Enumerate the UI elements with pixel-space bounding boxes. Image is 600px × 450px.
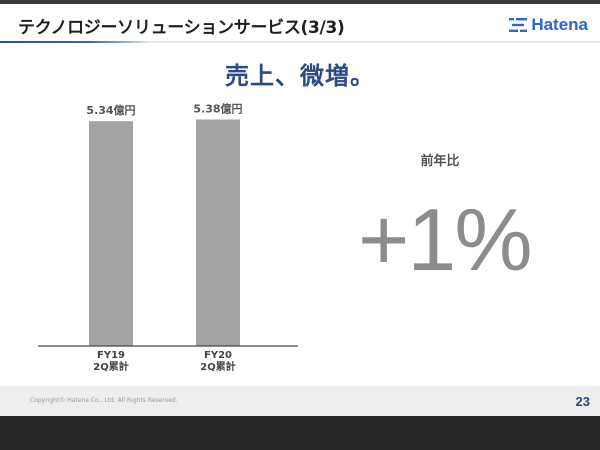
logo-text: Hatena	[531, 15, 588, 34]
title-underline	[0, 41, 600, 43]
bottom-bar	[0, 416, 600, 450]
x-tick-label-0-1: 2Q累計	[93, 360, 128, 373]
yoy-label: 前年比	[420, 154, 460, 169]
yoy-value: +1%	[358, 190, 533, 289]
bar-0	[89, 121, 133, 347]
brand-logo: Hatena	[509, 14, 588, 36]
top-strip	[0, 0, 600, 4]
hatena-logo-icon	[509, 18, 528, 32]
footer: Copyright© Hatena Co., Ltd. All Rights R…	[0, 386, 600, 416]
bar-value-label-1: 5.38億円	[193, 102, 242, 116]
page-number: 23	[575, 394, 590, 409]
x-tick-label-0-0: FY19	[97, 350, 125, 361]
slide-header: テクノロジーソリューションサービス(3/3) Hatena	[0, 4, 600, 44]
x-tick-label-1-0: FY20	[204, 350, 232, 361]
bar-1	[196, 119, 240, 347]
headline: 売上、微増。	[225, 62, 375, 90]
x-tick-label-1-1: 2Q累計	[200, 360, 235, 373]
bar-value-label-0: 5.34億円	[86, 103, 135, 117]
copyright: Copyright© Hatena Co., Ltd. All Rights R…	[30, 397, 178, 404]
slide-title: テクノロジーソリューションサービス(3/3)	[18, 18, 345, 38]
